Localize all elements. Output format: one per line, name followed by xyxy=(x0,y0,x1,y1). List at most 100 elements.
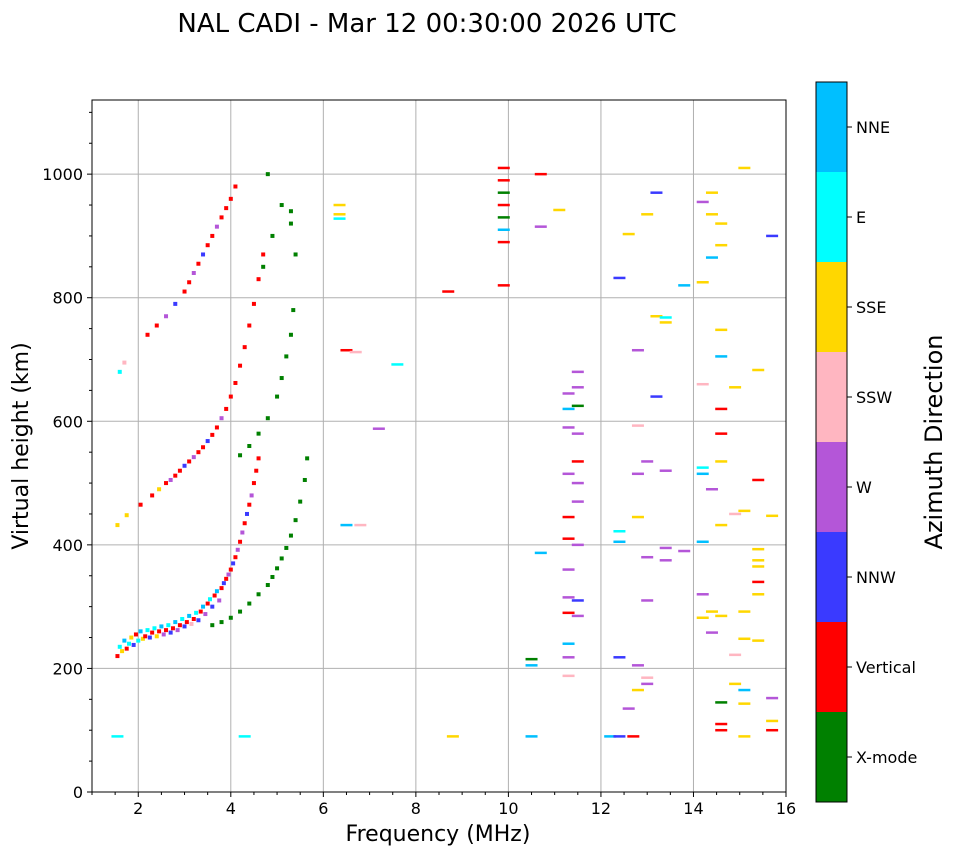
echo-point xyxy=(228,567,233,572)
grid-lines xyxy=(92,100,787,793)
echo-point xyxy=(168,477,173,482)
echo-point xyxy=(497,216,510,219)
echo-point xyxy=(766,719,779,723)
echo-point xyxy=(715,460,728,463)
echo-point xyxy=(631,688,644,692)
x-tick-label: 16 xyxy=(776,799,796,818)
echo-point xyxy=(164,481,169,486)
echo-point xyxy=(641,460,654,463)
colorbar: X-mode Vertical NNW W SSW SSE E NNE xyxy=(815,81,917,803)
colorbar-frame xyxy=(815,81,848,803)
echo-point xyxy=(562,642,575,645)
echo-point xyxy=(284,354,289,359)
echo-point xyxy=(631,424,644,427)
echo-point xyxy=(571,432,584,435)
echo-point xyxy=(738,610,751,613)
echo-point xyxy=(293,518,298,523)
echo-point xyxy=(187,459,192,464)
echo-point xyxy=(534,225,547,228)
echo-point xyxy=(497,240,510,244)
echo-point xyxy=(177,623,182,628)
echo-point xyxy=(729,512,742,516)
echo-point xyxy=(247,601,252,606)
echo-point xyxy=(534,172,547,176)
echo-point xyxy=(613,276,626,280)
echo-point xyxy=(238,735,251,738)
echo-point xyxy=(284,545,289,550)
colorbar-tick-label: E xyxy=(856,208,866,227)
echo-point xyxy=(182,289,187,294)
echo-point xyxy=(173,301,178,306)
echo-point xyxy=(738,166,751,170)
echo-point xyxy=(205,601,210,606)
echo-point xyxy=(231,561,236,566)
echo-point xyxy=(766,696,779,700)
echo-point xyxy=(224,406,229,411)
echo-point xyxy=(562,568,575,571)
echo-point xyxy=(219,215,224,220)
echo-point xyxy=(696,540,709,544)
echo-point xyxy=(562,426,575,429)
echo-point xyxy=(752,478,765,482)
colorbar-label: Azimuth Direction xyxy=(920,335,948,550)
echo-point xyxy=(715,407,728,411)
echo-point xyxy=(678,284,691,287)
echo-point xyxy=(265,583,270,588)
echo-point xyxy=(261,252,266,257)
echo-point xyxy=(333,203,346,207)
echo-point xyxy=(562,674,575,678)
echo-point xyxy=(240,530,245,535)
echo-point xyxy=(187,613,192,618)
colorbar-segment xyxy=(816,442,847,532)
echo-point xyxy=(641,682,654,686)
echo-point xyxy=(705,191,718,194)
echo-point xyxy=(631,472,644,476)
echo-point xyxy=(228,615,233,620)
echo-point xyxy=(715,355,728,358)
colorbar-tick-label: NNE xyxy=(856,118,890,137)
echo-point xyxy=(238,539,243,544)
echo-point xyxy=(238,453,243,458)
echo-point xyxy=(189,621,194,626)
echo-point xyxy=(201,445,206,450)
chart-title: NAL CADI - Mar 12 00:30:00 2026 UTC xyxy=(177,9,676,39)
echo-point xyxy=(221,581,226,586)
echo-point xyxy=(212,593,217,598)
x-tick-label: 12 xyxy=(591,799,611,818)
echo-point xyxy=(349,350,362,354)
echo-point xyxy=(659,469,672,472)
echo-point xyxy=(228,196,233,201)
echo-point xyxy=(705,631,718,634)
echo-point xyxy=(191,617,196,621)
echo-point xyxy=(442,290,455,293)
echo-point xyxy=(715,701,728,704)
echo-point xyxy=(214,425,219,430)
echo-point xyxy=(571,460,584,463)
echo-point xyxy=(177,468,182,473)
echo-point xyxy=(127,641,132,646)
echo-point xyxy=(201,604,206,609)
echo-point xyxy=(247,502,252,507)
echo-point xyxy=(288,209,293,214)
y-tick-label: 200 xyxy=(52,659,83,678)
plot-frame xyxy=(91,99,787,793)
echo-point xyxy=(340,523,353,527)
echo-point xyxy=(265,172,270,177)
y-tick-label: 600 xyxy=(52,412,83,431)
echo-point xyxy=(659,559,672,562)
echo-point xyxy=(115,523,120,528)
echo-point xyxy=(205,243,210,248)
echo-point xyxy=(166,623,171,628)
echo-point xyxy=(497,203,510,207)
y-axis-label: Virtual height (km) xyxy=(9,342,34,549)
echo-point xyxy=(659,321,672,324)
echo-point xyxy=(117,369,122,374)
echo-point xyxy=(571,500,584,503)
echo-point xyxy=(256,277,261,282)
echo-point xyxy=(120,649,125,654)
echo-point xyxy=(497,228,510,231)
echo-point xyxy=(219,416,224,421)
echo-point xyxy=(641,555,654,559)
echo-point xyxy=(226,572,231,577)
